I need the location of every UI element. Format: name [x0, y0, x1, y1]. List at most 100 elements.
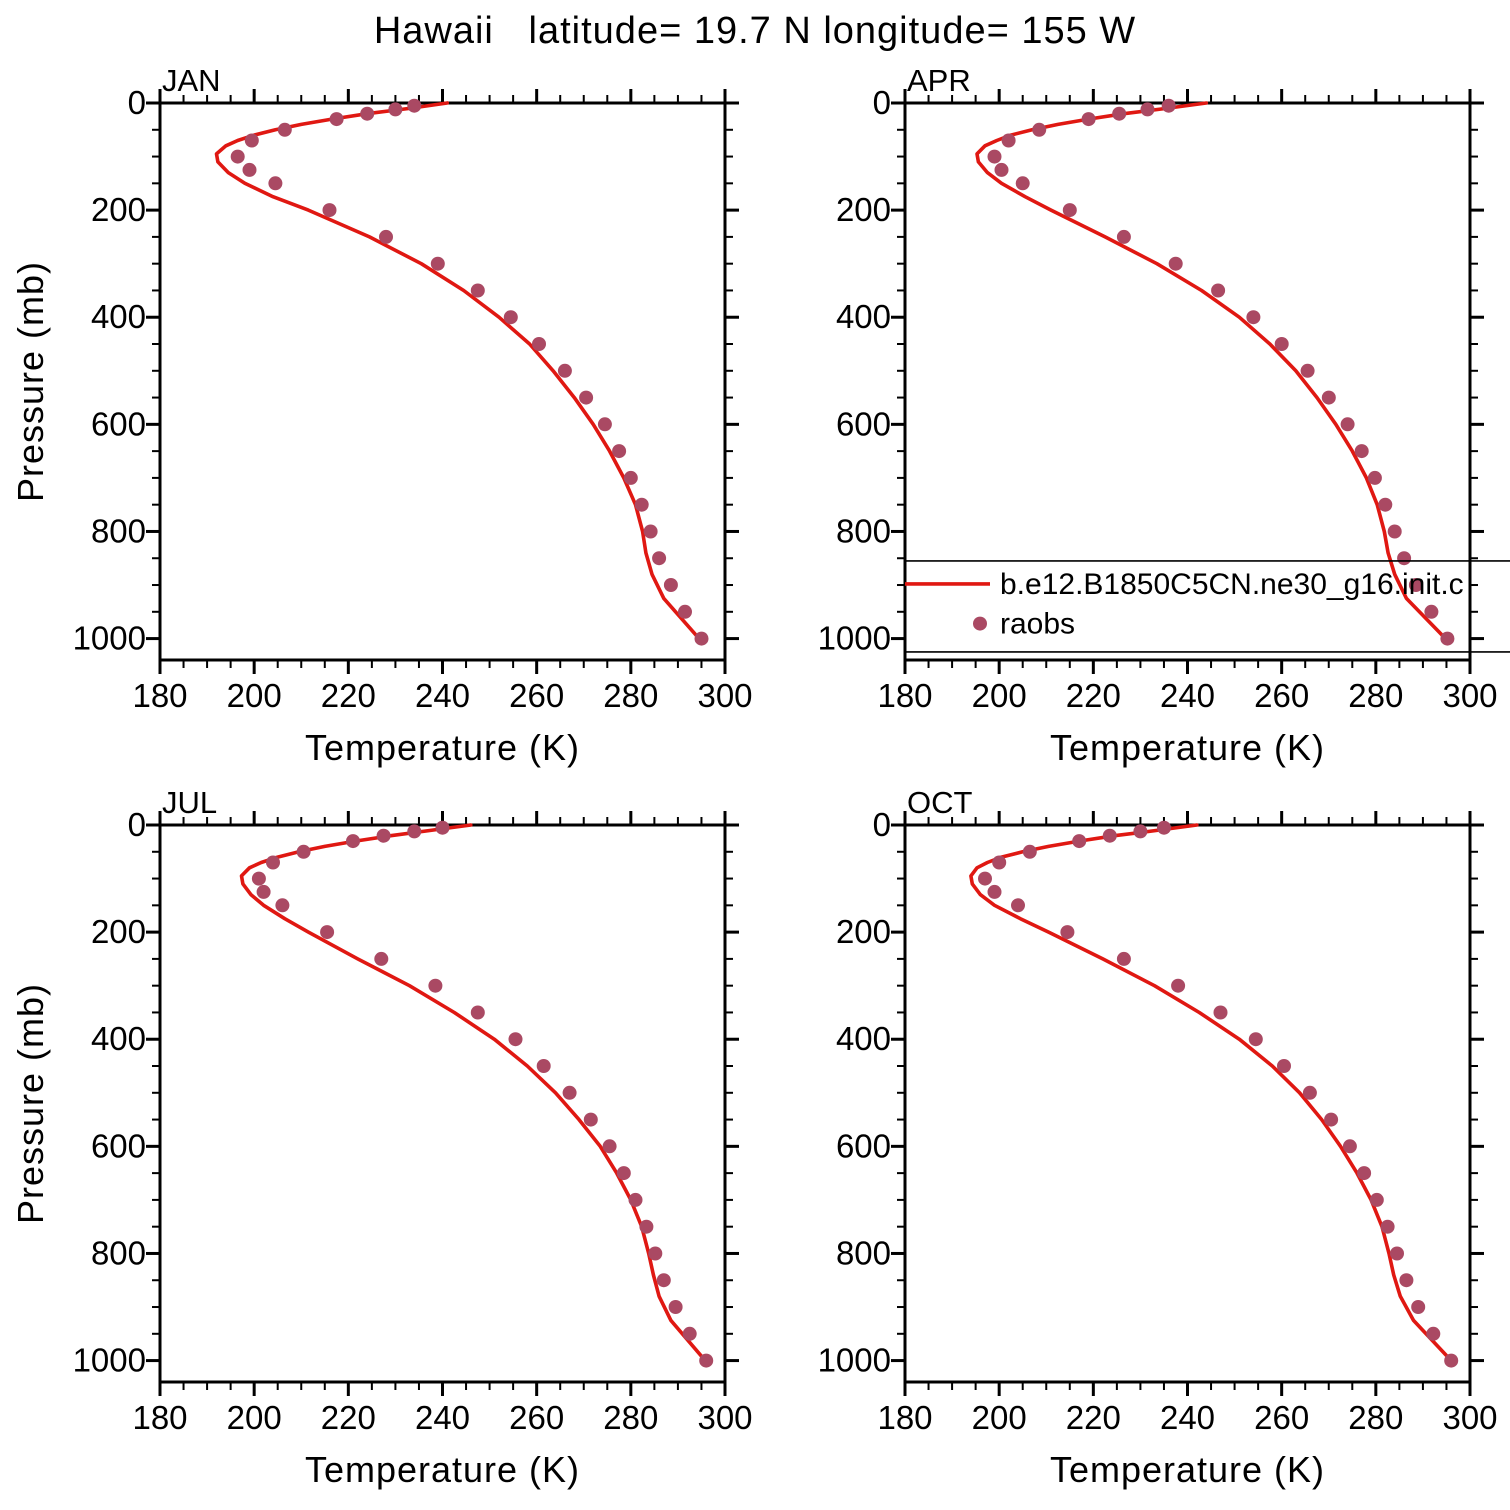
raobs-dot [699, 1353, 714, 1368]
figure-title: Hawaii latitude= 19.7 N longitude= 155 W [373, 10, 1137, 52]
raobs-dot [1001, 133, 1016, 148]
raobs-dot [1300, 363, 1315, 378]
raobs-dot [1390, 1246, 1404, 1261]
raobs-dot [536, 1059, 551, 1073]
panel-apr: 180 200 220 240 260 280 300 0 200 400 600 800 1000 Te… [750, 63, 1510, 785]
x-axis-label: Temperature (K) [1050, 727, 1325, 768]
raobs-dot [648, 1246, 663, 1261]
x-tick-label: 300 [697, 677, 752, 714]
panel-month-label: APR [907, 63, 971, 98]
y-tick-label: 200 [91, 191, 146, 228]
raobs-dot [634, 497, 649, 512]
y-tick-label: 0 [873, 84, 891, 121]
x-tick-label: 260 [509, 1399, 564, 1436]
raobs-dot [1380, 1219, 1395, 1234]
raobs-dot [329, 112, 344, 127]
x-tick-label: 280 [603, 677, 658, 714]
raobs-dot [1116, 951, 1131, 966]
raobs-dot [1102, 828, 1117, 843]
raobs-dot [1062, 203, 1077, 218]
y-tick-label: 600 [91, 1127, 146, 1164]
x-tick-label: 220 [321, 677, 376, 714]
raobs-dot [374, 951, 389, 966]
raobs-dot [1140, 102, 1155, 117]
panel-month-label: JAN [162, 63, 221, 98]
tick-labels: 180 200 220 240 260 280 300 0 200 400 600 800 1000 [818, 806, 1498, 1436]
raobs-dot [532, 337, 546, 351]
raobs-dots [230, 98, 709, 646]
y-tick-label: 800 [91, 1234, 146, 1271]
raobs-dot [597, 417, 612, 432]
raobs-dot [1248, 1032, 1263, 1047]
x-tick-label: 240 [1160, 1399, 1215, 1436]
raobs-dot [1022, 844, 1037, 859]
x-tick-label: 260 [1254, 1399, 1309, 1436]
raobs-dot [616, 1166, 631, 1181]
x-axis-label: Temperature (K) [1050, 1449, 1325, 1490]
raobs-dot [435, 820, 450, 835]
y-tick-label: 800 [91, 512, 146, 549]
raobs-dot [1168, 256, 1183, 271]
raobs-dot [1440, 631, 1455, 646]
raobs-dot [470, 283, 485, 298]
raobs-dot [1133, 824, 1148, 839]
axes [146, 811, 739, 1396]
raobs-dot [1246, 310, 1261, 325]
y-tick-label: 800 [836, 512, 891, 549]
raobs-dot [1324, 1112, 1339, 1127]
raobs-dot [994, 162, 1009, 177]
x-tick-label: 220 [1066, 677, 1121, 714]
x-tick-label: 300 [697, 1399, 752, 1436]
model-temperature-line [975, 101, 1448, 641]
raobs-dot [623, 470, 638, 485]
raobs-dot [1072, 834, 1087, 849]
tick-labels: 180 200 220 240 260 280 300 0 200 400 600 800 1000 [73, 806, 753, 1436]
x-tick-label: 300 [1442, 677, 1497, 714]
raobs-dot [1211, 283, 1226, 298]
raobs-dot [1277, 1059, 1291, 1073]
raobs-dot [992, 855, 1007, 870]
raobs-dot [388, 102, 403, 117]
y-tick-label: 200 [836, 913, 891, 950]
raobs-dot [1367, 470, 1382, 485]
x-tick-label: 240 [415, 1399, 470, 1436]
raobs-dot [557, 363, 572, 378]
raobs-dot [1015, 176, 1030, 191]
raobs-dot [1060, 925, 1075, 940]
raobs-dot [1369, 1192, 1384, 1207]
y-tick-label: 800 [836, 1234, 891, 1271]
raobs-dot [1357, 1166, 1372, 1181]
raobs-dot [1408, 578, 1423, 592]
raobs-dot [663, 578, 678, 592]
raobs-dot [1274, 337, 1289, 351]
raobs-dot [602, 1139, 617, 1154]
raobs-dot [643, 524, 658, 539]
y-tick-label: 1000 [73, 1342, 146, 1379]
raobs-dot [628, 1192, 643, 1207]
panel-month-label: JUL [162, 785, 217, 820]
y-tick-label: 400 [836, 1020, 891, 1057]
model-temperature-line [239, 823, 707, 1363]
raobs-dot [346, 834, 360, 849]
raobs-dots [987, 98, 1455, 646]
raobs-dot [668, 1300, 683, 1314]
y-axis-label: Pressure (mb) [10, 261, 51, 502]
raobs-dot [1213, 1005, 1228, 1020]
x-tick-label: 200 [227, 677, 282, 714]
panel-jul: 180 200 220 240 260 280 300 0 200 400 600 800 1000 Te… [5, 785, 760, 1507]
y-tick-label: 400 [91, 298, 146, 335]
raobs-dot [242, 162, 257, 177]
raobs-dot [1387, 524, 1402, 539]
raobs-dot [1321, 390, 1336, 405]
raobs-dot [579, 390, 594, 405]
raobs-dot [656, 1273, 671, 1288]
y-axis-label: Pressure (mb) [10, 983, 51, 1224]
x-tick-label: 280 [1348, 1399, 1403, 1436]
raobs-dot [987, 149, 1002, 164]
raobs-dot [978, 871, 992, 886]
jan-temperature-profile-plot: 180 200 220 240 260 280 300 0 200 400 600 800 1000 Te… [10, 63, 753, 768]
x-tick-label: 200 [227, 1399, 282, 1436]
raobs-dot [244, 133, 259, 148]
y-tick-label: 200 [836, 191, 891, 228]
raobs-dot [407, 824, 422, 839]
